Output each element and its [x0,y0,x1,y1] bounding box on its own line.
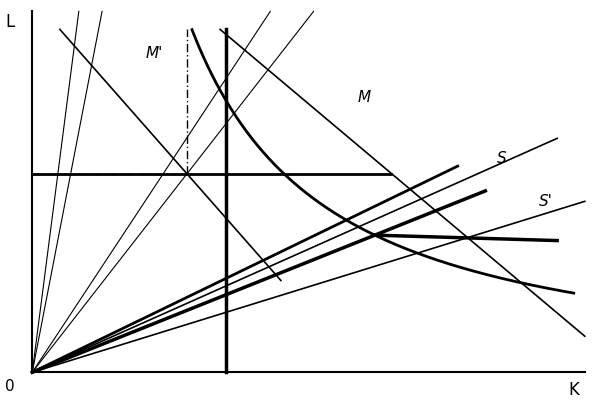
Text: M: M [357,90,370,104]
Text: M': M' [145,46,163,61]
Text: S': S' [539,194,553,209]
Text: K: K [568,382,579,399]
Text: L: L [5,13,15,31]
Text: 0: 0 [5,379,15,394]
Text: S: S [497,151,507,166]
